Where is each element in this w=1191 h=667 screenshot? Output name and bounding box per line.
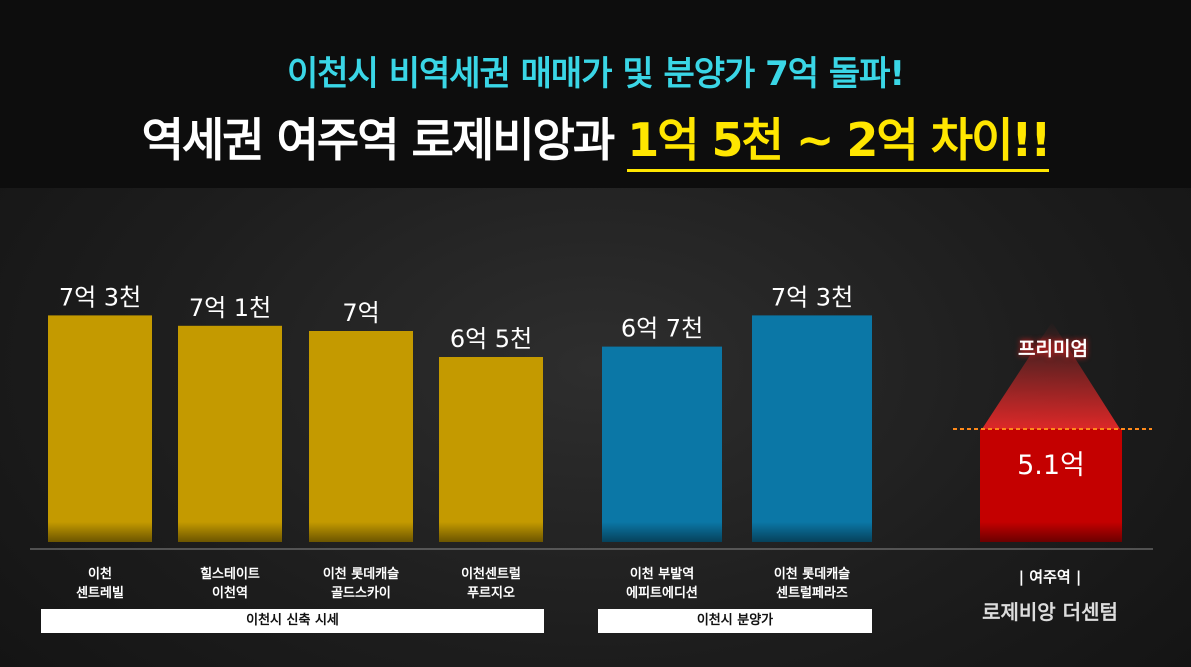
data-label-3: 7억 [342, 299, 379, 327]
highlight-label-top: | 여주역 | [950, 566, 1150, 587]
highlight-data-label: 5.1억 [1017, 450, 1085, 481]
bar-3 [309, 331, 413, 542]
x-tick-line: 에피트에디션 [597, 584, 727, 603]
x-tick-line: 이천센트럴 [426, 565, 556, 584]
x-tick-line: 이천역 [165, 584, 295, 603]
x-tick-label-2: 힐스테이트 이천역 [165, 565, 295, 603]
highlight-bar-shade [980, 522, 1122, 542]
bars-layer: 7억 3천 7억 1천 7억 6억 5천 6억 7천 7억 3천 5.1억 [30, 283, 1153, 549]
data-label-1: 7억 3천 [59, 283, 141, 311]
x-tick-line: 힐스테이트 [165, 565, 295, 584]
x-tick-line: 이천 부발역 [597, 565, 727, 584]
bar-shade-4 [439, 522, 543, 542]
x-tick-line: 이천 [35, 565, 165, 584]
premium-label: 프리미엄 [983, 334, 1123, 361]
bar-6 [752, 315, 872, 542]
x-tick-label-5: 이천 부발역 에피트에디션 [597, 565, 727, 603]
x-tick-label-6: 이천 롯데캐슬 센트럴페라즈 [747, 565, 877, 603]
x-tick-label-4: 이천센트럴 푸르지오 [426, 565, 556, 603]
x-tick-label-1: 이천 센트레빌 [35, 565, 165, 603]
data-label-2: 7억 1천 [189, 294, 271, 322]
data-label-5: 6억 7천 [621, 315, 703, 343]
bar-shade-5 [602, 522, 722, 542]
x-tick-line: 이천 롯데캐슬 [296, 565, 426, 584]
x-tick-line: 센트레빌 [35, 584, 165, 603]
data-label-4: 6억 5천 [450, 325, 532, 353]
x-tick-label-3: 이천 롯데캐슬 골드스카이 [296, 565, 426, 603]
bar-1 [48, 315, 152, 542]
x-tick-line: 이천 롯데캐슬 [747, 565, 877, 584]
bar-shade-2 [178, 522, 282, 542]
x-tick-line: 골드스카이 [296, 584, 426, 603]
x-tick-line: 센트럴페라즈 [747, 584, 877, 603]
data-label-6: 7억 3천 [771, 283, 853, 311]
bar-2 [178, 326, 282, 542]
group-label-new-builds: 이천시 신축 시세 [41, 609, 544, 633]
bar-shade-3 [309, 522, 413, 542]
bar-5 [602, 347, 722, 542]
bar-4 [439, 357, 543, 542]
bar-shade-6 [752, 522, 872, 542]
group-label-presale: 이천시 분양가 [598, 609, 872, 633]
highlight-label-bottom: 로제비앙 더센텀 [950, 596, 1150, 625]
x-tick-line: 푸르지오 [426, 584, 556, 603]
bar-shade-1 [48, 522, 152, 542]
